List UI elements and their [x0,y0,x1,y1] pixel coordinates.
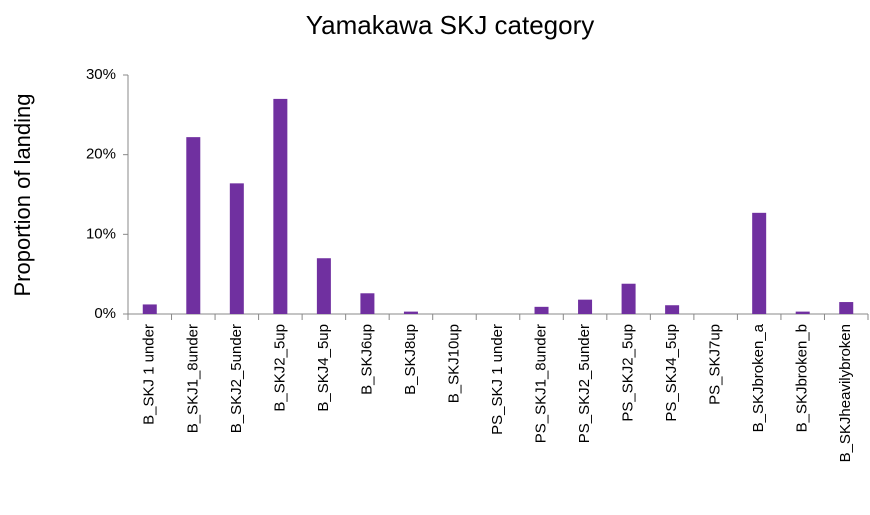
x-tick-label: PS_SKJ1_8under [532,324,549,443]
x-tick-label: B_SKJ2_5under [228,324,245,433]
bar [142,304,157,314]
x-tick-label: B_SKJ4_5up [315,324,332,412]
x-tick-label: PS_SKJ 1 under [489,324,506,435]
bar [752,212,767,314]
y-tick-label: 0% [94,305,116,322]
bar [316,258,331,314]
x-tick-label: B_SKJ2_5up [271,324,288,412]
y-tick-label: 20% [86,146,116,163]
bar [621,283,636,314]
y-tick-label: 30% [86,66,116,83]
x-tick-label: B_SKJ8up [402,324,419,395]
bar [839,302,854,314]
bar [186,137,201,314]
bar [273,98,288,315]
x-tick-label: B_SKJ1_8under [184,324,201,433]
x-tick-label: B_SKJ6up [358,324,375,395]
bar [665,305,680,314]
x-tick-label: PS_SKJ4_5up [663,324,680,422]
chart-title: Yamakawa SKJ category [306,10,595,40]
bar [229,183,244,314]
x-tick-label: PS_SKJ7up [707,324,724,405]
y-tick-label: 10% [86,225,116,242]
bar [360,293,375,314]
bar [534,306,549,314]
y-axis-label: Proportion of landing [10,93,35,296]
x-tick-label: B_SKJheavilybroken [837,324,854,462]
bar [403,311,418,314]
x-tick-label: B_SKJbroken_a [750,323,767,432]
bar [795,311,810,314]
x-tick-label: B_SKJbroken_b [794,324,811,432]
bar [578,299,593,314]
x-tick-label: PS_SKJ2_5under [576,324,593,443]
x-tick-label: PS_SKJ2_5up [620,324,637,422]
x-tick-label: B_SKJ 1 under [141,324,158,425]
x-tick-label: B_SKJ10up [445,324,462,403]
